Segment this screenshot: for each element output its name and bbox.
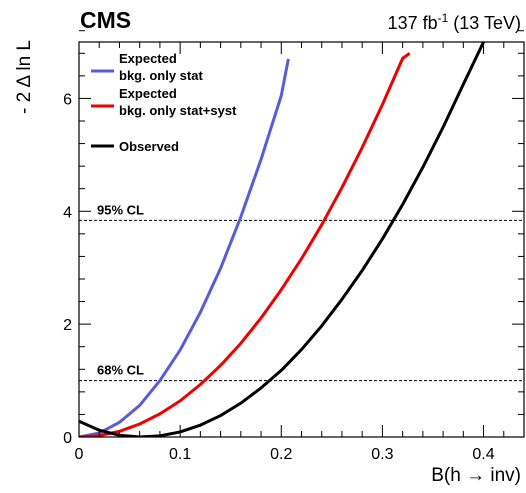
luminosity-exponent: -1 xyxy=(438,11,449,25)
legend-label: Expected xyxy=(119,51,177,66)
legend-label: bkg. only stat xyxy=(119,68,203,83)
legend-label: Observed xyxy=(119,139,179,154)
luminosity-label: 137 fb-1 (13 TeV) xyxy=(388,11,521,33)
x-tick-label: 0.1 xyxy=(169,446,191,463)
x-tick-label: 0.2 xyxy=(270,446,292,463)
y-axis-label: - 2 Δ ln L xyxy=(14,40,35,114)
experiment-label: CMS xyxy=(80,7,131,33)
x-tick-label: 0.4 xyxy=(472,446,494,463)
y-tick-label: 2 xyxy=(63,317,72,334)
plot-frame xyxy=(78,41,525,438)
luminosity-value: 137 fb xyxy=(388,13,438,33)
legend-label: Expected xyxy=(119,86,177,101)
y-tick-label: 4 xyxy=(63,204,72,221)
series-line xyxy=(79,42,485,437)
cl-reference-label: 68% CL xyxy=(97,363,144,378)
legend-label: bkg. only stat+syst xyxy=(119,103,237,118)
cl-reference-label: 95% CL xyxy=(97,202,144,217)
x-tick-label: 0 xyxy=(75,446,84,463)
x-axis-label: B(h → inv) xyxy=(431,465,521,486)
y-tick-label: 0 xyxy=(63,430,72,447)
series-line xyxy=(79,52,411,437)
luminosity-energy: (13 TeV) xyxy=(448,13,521,33)
x-tick-label: 0.3 xyxy=(371,446,393,463)
series-line xyxy=(79,58,290,437)
y-tick-label: 6 xyxy=(63,91,72,108)
series-group xyxy=(79,42,485,437)
